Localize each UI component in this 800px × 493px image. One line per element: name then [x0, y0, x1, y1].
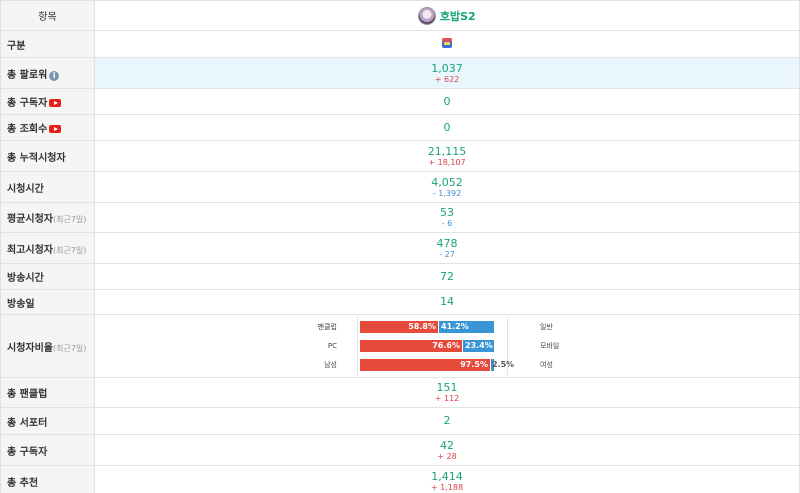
row-label: 시청시간 [0, 171, 95, 203]
afreecatv-platform-icon [442, 37, 452, 48]
ratio-bar-left: 58.8% [360, 321, 438, 333]
row-label: 총 구독자 [0, 434, 95, 466]
row-avg-viewers: 평균시청자(최근7일) 53 - 6 [0, 202, 800, 233]
row-subscribers: 총 구독자 42 + 28 [0, 434, 800, 466]
row-label: 총 팔로워 [7, 69, 48, 81]
youtube-icon [49, 125, 62, 133]
row-label: 방송시간 [0, 263, 95, 290]
row-subscribers-yt: 총 구독자 0 [0, 88, 800, 115]
row-delta: - 6 [441, 219, 453, 228]
header-label: 항목 [0, 0, 95, 31]
row-value: 1,037 [431, 61, 463, 75]
divider [507, 317, 508, 375]
ratio-right-label: 모바일 [540, 342, 560, 350]
row-value: 72 [440, 269, 454, 283]
row-label: 방송일 [0, 289, 95, 315]
row-value: 2 [443, 414, 451, 427]
ratio-row: 남성 97.5% 2.5% 여성 [95, 358, 799, 372]
row-followers: 총 팔로워 i 1,037 + 622 [0, 57, 800, 89]
row-recommend: 총 추천 1,414 + 1,188 [0, 465, 800, 493]
row-delta: + 28 [437, 451, 457, 461]
ratio-right-label: 일반 [540, 323, 553, 331]
ratio-left-label: PC [327, 342, 337, 350]
ratio-left-label: 팬클럽 [317, 323, 337, 331]
row-label: 총 추천 [0, 465, 95, 493]
row-sublabel: (최근7일) [53, 245, 87, 255]
youtube-icon [49, 99, 62, 107]
ratio-bar-left: 97.5% [360, 359, 490, 371]
row-sublabel: (최근7일) [53, 215, 87, 224]
row-value: 151 [436, 381, 458, 394]
info-icon[interactable]: i [49, 70, 60, 81]
row-cum-viewers: 총 누적시청자 21,115 + 18,107 [0, 140, 800, 172]
row-label: 총 팬클럽 [0, 377, 95, 408]
row-value: 1,414 [431, 469, 463, 483]
ratio-bar-left: 76.6% [360, 340, 462, 352]
row-value: 4,052 [431, 175, 463, 189]
row-value: 478 [436, 236, 458, 250]
row-label: 총 구독자 [7, 98, 48, 109]
row-value: 42 [440, 438, 454, 452]
row-label: 구분 [0, 30, 95, 58]
row-value: 53 [440, 206, 454, 219]
ratio-bar-right: 23.4% [463, 340, 494, 352]
ratio-row: 팬클럽 58.8% 41.2% 일반 [95, 320, 799, 334]
row-delta: + 1,188 [430, 482, 464, 492]
row-label: 평균시청자 [7, 214, 53, 225]
row-category: 구분 [0, 30, 800, 58]
ratio-left-label: 남성 [324, 361, 337, 369]
row-value: 14 [440, 295, 454, 308]
row-delta: + 112 [434, 394, 460, 403]
row-delta: - 27 [439, 249, 455, 259]
row-value: 0 [443, 94, 451, 108]
channel-name[interactable]: 호밥S2 [439, 9, 476, 23]
row-views-yt: 총 조회수 0 [0, 114, 800, 141]
row-label: 시청자비율 [7, 342, 53, 354]
row-label: 총 서포터 [0, 407, 95, 435]
ratio-bar-right: 41.2% [439, 321, 494, 333]
row-label: 총 누적시청자 [0, 140, 95, 172]
row-fanclub: 총 팬클럽 151 + 112 [0, 377, 800, 408]
row-value: 0 [443, 120, 451, 134]
row-broadcast-time: 방송시간 72 [0, 263, 800, 290]
row-label: 최고시청자 [7, 244, 53, 256]
ratio-bar-right [491, 359, 494, 371]
row-label: 총 조회수 [7, 124, 48, 135]
divider [357, 317, 358, 375]
row-broadcast-days: 방송일 14 [0, 289, 800, 315]
row-sublabel: (최근7일) [53, 343, 87, 353]
row-max-viewers: 최고시청자(최근7일) 478 - 27 [0, 232, 800, 264]
ratio-row: PC 76.6% 23.4% 모바일 [95, 339, 799, 353]
avatar-icon[interactable] [418, 6, 437, 25]
row-delta: + 18,107 [428, 157, 466, 167]
row-viewer-ratio: 시청자비율(최근7일) 팬클럽 58.8% 41.2% 일반 PC 76.6% 23.4% 모… [0, 314, 800, 378]
row-watch-time: 시청시간 4,052 - 1,392 [0, 171, 800, 203]
row-delta: + 622 [434, 74, 460, 84]
row-delta: - 1,392 [432, 188, 462, 198]
ratio-right-label: 여성 [540, 361, 553, 369]
header-row: 항목 호밥S2 [0, 0, 800, 31]
row-value: 21,115 [427, 144, 467, 158]
row-supporters: 총 서포터 2 [0, 407, 800, 435]
ratio-right-value: 2.5% [492, 360, 515, 369]
channel-header[interactable]: 호밥S2 [94, 0, 800, 31]
